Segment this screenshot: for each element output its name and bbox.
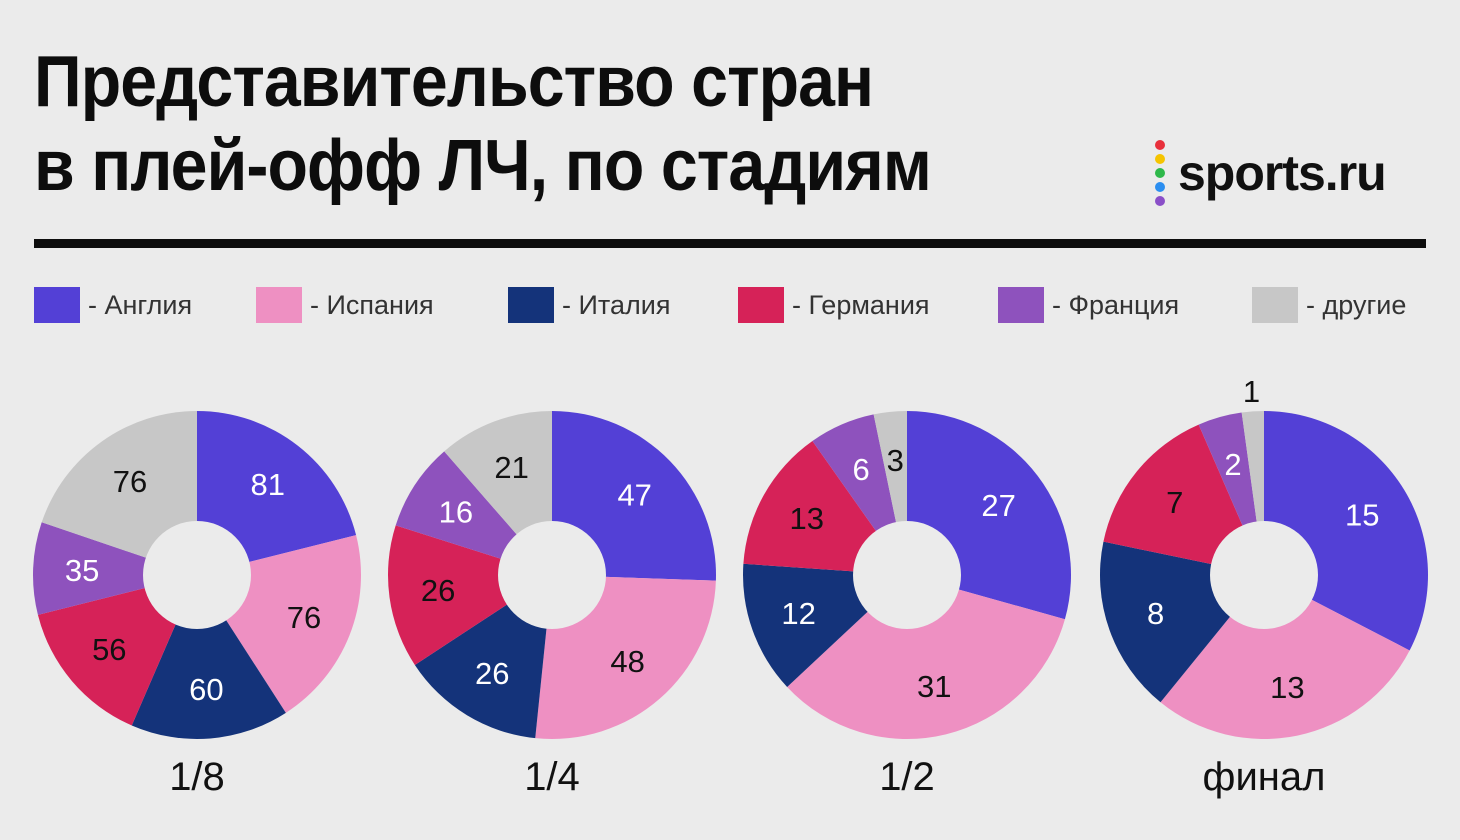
slice-value-label: 6 (853, 452, 870, 487)
legend-swatch (738, 287, 784, 323)
slice-Германия (388, 525, 552, 665)
slice-value-label: 13 (1270, 670, 1304, 705)
slice-Испания (1160, 575, 1410, 739)
divider-rule (34, 239, 1426, 248)
slice-Германия (37, 575, 198, 726)
slice-value-label: 81 (251, 467, 285, 502)
legend-item-spain: - Испания (256, 286, 434, 324)
legend-label: - Испания (310, 289, 434, 320)
slice-value-label: 26 (421, 573, 455, 608)
slice-value-label: 76 (113, 464, 147, 499)
slice-value-label: 1 (1243, 374, 1260, 409)
donut-chart-2: 47 48 26 26 16 21 1/4 (388, 411, 717, 799)
donut-chart-3: 27 31 12 13 6 3 1/2 (743, 411, 1071, 799)
title-line-1: Представительство стран (34, 42, 874, 122)
slice-value-label: 3 (887, 443, 904, 478)
legend-swatch (998, 287, 1044, 323)
donut-hole (143, 521, 251, 629)
slice-value-label: 7 (1166, 485, 1183, 520)
legend-item-germany: - Германия (738, 286, 930, 324)
stage-label: финал (1203, 755, 1326, 799)
slice-value-label: 21 (494, 450, 528, 485)
slice-value-label: 12 (781, 596, 815, 631)
slice-value-label: 48 (610, 644, 644, 679)
legend-label: - Франция (1052, 289, 1180, 320)
slice-value-label: 26 (475, 656, 509, 691)
legend-item-others: - другие (1252, 286, 1406, 324)
slice-value-label: 2 (1224, 447, 1241, 482)
donut-hole (498, 521, 606, 629)
legend-item-england: - Англия (34, 286, 192, 324)
slice-другие (41, 411, 197, 575)
slice-value-label: 76 (287, 600, 321, 635)
legend: - Англия - Испания - Италия - Германия -… (34, 286, 1434, 326)
legend-swatch (508, 287, 554, 323)
sports-ru-logo[interactable]: sports.ru (1152, 140, 1442, 206)
title-line-2: в плей-офф ЛЧ, по стадиям (34, 126, 932, 206)
slice-value-label: 27 (981, 488, 1015, 523)
slice-value-label: 47 (617, 478, 651, 513)
donut-chart-4: 15 13 8 7 2 1 финал (1100, 374, 1428, 799)
legend-label: - другие (1306, 289, 1407, 320)
legend-swatch (256, 287, 302, 323)
slice-Англия (197, 411, 357, 575)
donut-hole (853, 521, 961, 629)
stage-label: 1/8 (169, 755, 225, 799)
slice-Италия (131, 575, 286, 739)
stage-label: 1/4 (524, 755, 580, 799)
logo-text: sports.ru (1178, 145, 1387, 201)
legend-swatch (1252, 287, 1298, 323)
legend-label: - Германия (792, 289, 930, 320)
slice-Германия (1103, 424, 1264, 575)
slice-Испания (787, 575, 1065, 739)
slice-value-label: 13 (790, 501, 824, 536)
chart-title: Представительство стран в плей-офф ЛЧ, п… (34, 40, 932, 208)
legend-label: - Англия (88, 289, 193, 320)
sports-ru-dots-icon (1152, 140, 1166, 206)
slice-value-label: 8 (1147, 596, 1164, 631)
legend-label: - Италия (562, 289, 671, 320)
stage-label: 1/2 (879, 755, 935, 799)
slice-value-label: 15 (1345, 498, 1379, 533)
slice-Франция (33, 522, 197, 615)
legend-item-france: - Франция (998, 286, 1179, 324)
slice-value-label: 56 (92, 632, 126, 667)
slice-value-label: 35 (65, 553, 99, 588)
legend-swatch (34, 287, 80, 323)
slice-value-label: 16 (439, 494, 473, 529)
slice-value-label: 31 (917, 669, 951, 704)
donut-hole (1210, 521, 1318, 629)
slice-Англия (552, 411, 717, 581)
slice-value-label: 60 (189, 672, 223, 707)
legend-item-italy: - Италия (508, 286, 670, 324)
donut-chart-1: 81 76 60 56 35 76 1/8 (33, 411, 361, 799)
